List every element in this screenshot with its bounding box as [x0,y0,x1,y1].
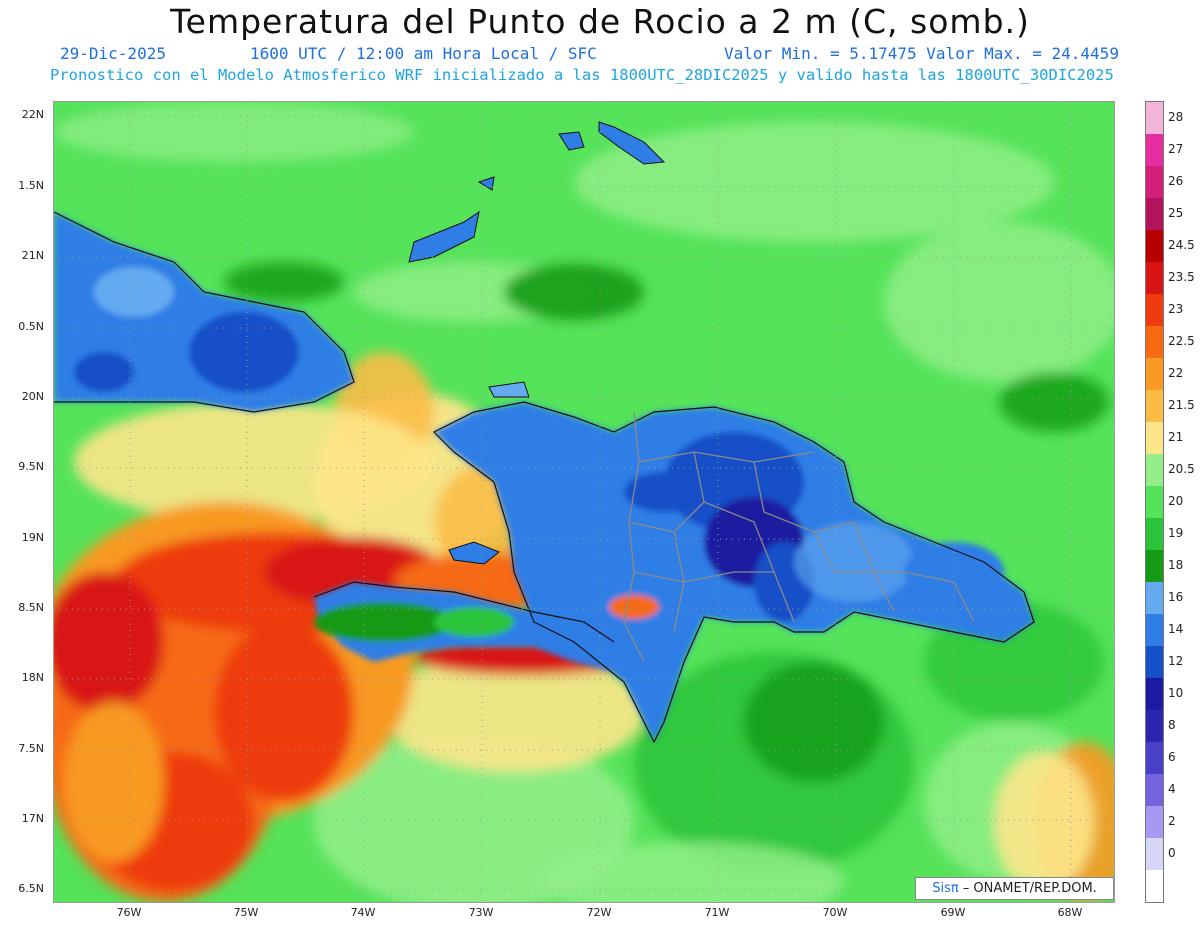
color-legend [1145,101,1164,903]
lat-label-18-5n: 8.5N [18,601,44,614]
lat-label-21n: 21N [21,249,44,262]
lon-label-69w: 69W [940,906,966,919]
tiburon-coastline [313,581,615,643]
legend-label: 6 [1168,750,1176,764]
islands [408,121,666,398]
legend-label: 0 [1168,846,1176,860]
legend-label: 4 [1168,782,1176,796]
legend-label: 8 [1168,718,1176,732]
legend-label: 14 [1168,622,1184,636]
lat-label-17-5n: 7.5N [18,742,44,755]
legend-swatch [1146,838,1163,870]
legend-label: 23.5 [1168,270,1195,284]
legend-swatch [1146,550,1163,582]
min-max-values: Valor Min. = 5.17475 Valor Max. = 24.445… [724,44,1119,63]
legend-swatch [1146,102,1163,134]
legend-label: 21 [1168,430,1184,444]
legend-swatch [1146,294,1163,326]
model-info: Pronostico con el Modelo Atmosferico WRF… [50,66,1114,84]
legend-swatch [1146,678,1163,710]
lon-label-75w: 75W [233,906,259,919]
legend-swatch [1146,710,1163,742]
lat-label-20-5n: 0.5N [18,320,44,333]
time-info: 1600 UTC / 12:00 am Hora Local / SFC [250,44,597,63]
map-canvas [54,102,1114,902]
hispaniola-coastline [432,401,1035,744]
lon-label-73w: 73W [468,906,494,919]
legend-swatch [1146,582,1163,614]
province-borders [623,411,975,663]
field-shading [54,102,1114,902]
credit-box: Sisπ – ONAMET/REP.DOM. [915,877,1114,900]
legend-label: 27 [1168,142,1184,156]
lat-label-19-5n: 9.5N [18,460,44,473]
cuba-coastline [54,211,355,413]
legend-label: 26 [1168,174,1184,188]
legend-label: 21.5 [1168,398,1195,412]
legend-swatch [1146,134,1163,166]
lon-label-71w: 71W [704,906,730,919]
gonave-island [448,541,500,565]
credit-text: – ONAMET/REP.DOM. [958,881,1097,896]
legend-swatch [1146,518,1163,550]
lon-label-70w: 70W [822,906,848,919]
map-title: Temperatura del Punto de Rocio a 2 m (C,… [170,2,1030,41]
lon-label-76w: 76W [116,906,142,919]
legend-label: 22.5 [1168,334,1195,348]
lat-label-18n: 18N [21,671,44,684]
legend-label: 24.5 [1168,238,1195,252]
legend-swatch [1146,390,1163,422]
legend-label: 19 [1168,526,1184,540]
legend-swatch [1146,166,1163,198]
lat-label-19n: 19N [21,531,44,544]
lat-label-16-5n: 6.5N [18,882,44,895]
legend-swatch [1146,326,1163,358]
lat-label-21-5n: 1.5N [18,179,44,192]
legend-swatch [1146,806,1163,838]
lat-label-22n: 22N [21,108,44,121]
legend-label: 10 [1168,686,1184,700]
legend-swatch [1146,198,1163,230]
legend-swatch [1146,230,1163,262]
legend-label: 18 [1168,558,1184,572]
legend-swatch [1146,422,1163,454]
legend-swatch [1146,774,1163,806]
credit-logo: Sisπ [932,881,959,896]
legend-swatch [1146,486,1163,518]
lat-label-20n: 20N [21,390,44,403]
legend-label: 16 [1168,590,1184,604]
legend-swatch [1146,358,1163,390]
legend-swatch [1146,454,1163,486]
legend-label: 20 [1168,494,1184,508]
legend-swatch [1146,742,1163,774]
legend-swatch [1146,646,1163,678]
legend-swatch [1146,262,1163,294]
legend-label: 12 [1168,654,1184,668]
lon-label-68w: 68W [1057,906,1083,919]
legend-swatch [1146,614,1163,646]
dewpoint-map [53,101,1115,903]
legend-label: 23 [1168,302,1184,316]
lon-label-74w: 74W [350,906,376,919]
legend-swatch [1146,870,1163,902]
legend-label: 22 [1168,366,1184,380]
legend-label: 2 [1168,814,1176,828]
legend-label: 28 [1168,110,1184,124]
lon-label-72w: 72W [586,906,612,919]
legend-label: 20.5 [1168,462,1195,476]
cuba-field [54,212,354,412]
graticule [54,102,1114,902]
lat-label-17n: 17N [21,812,44,825]
legend-label: 25 [1168,206,1184,220]
date-label: 29-Dic-2025 [60,44,166,63]
